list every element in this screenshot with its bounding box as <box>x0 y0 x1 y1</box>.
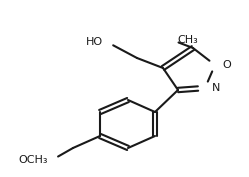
Text: N: N <box>212 83 220 93</box>
Text: CH₃: CH₃ <box>177 35 198 45</box>
Text: OCH₃: OCH₃ <box>18 155 48 165</box>
Text: O: O <box>222 60 231 70</box>
Text: HO: HO <box>86 37 103 47</box>
